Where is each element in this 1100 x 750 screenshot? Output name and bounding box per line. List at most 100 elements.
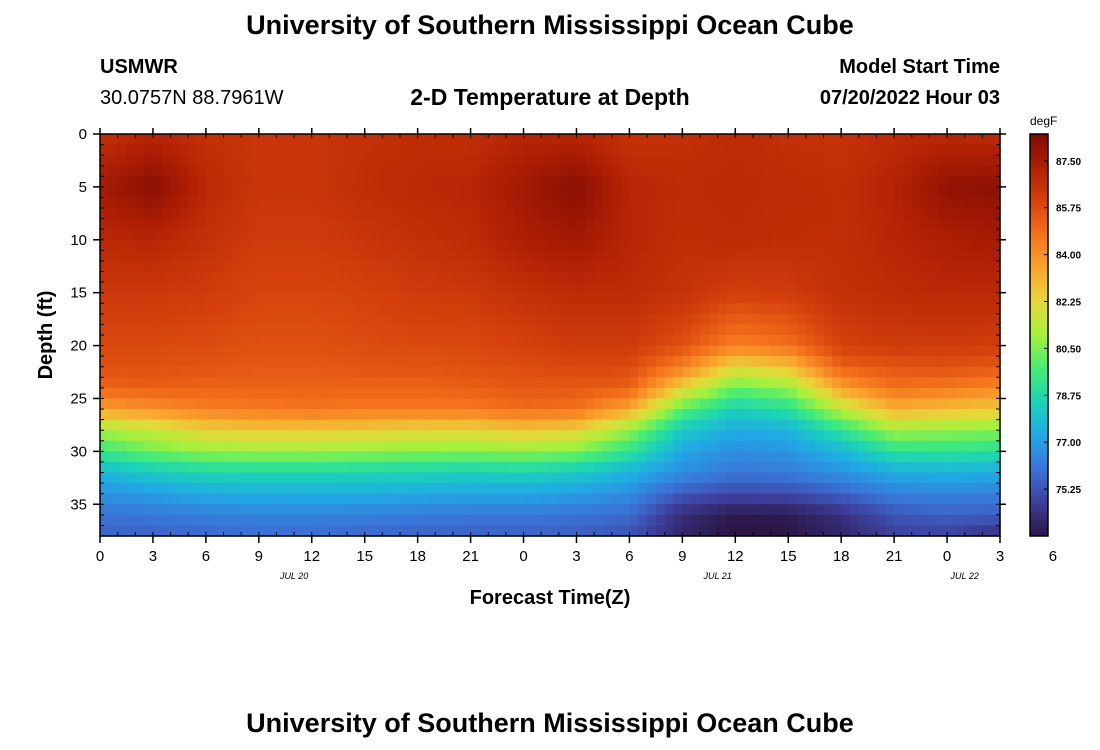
heatmap-cell bbox=[135, 197, 145, 209]
heatmap-cell bbox=[955, 176, 966, 188]
heatmap-cell bbox=[338, 335, 348, 347]
heatmap-cell bbox=[576, 356, 586, 368]
heatmap-cell bbox=[655, 387, 666, 400]
heatmap-cell bbox=[514, 525, 525, 537]
heatmap-cell bbox=[567, 493, 578, 505]
heatmap-cell bbox=[541, 356, 551, 368]
heatmap-cell bbox=[594, 218, 604, 230]
heatmap-cell bbox=[761, 430, 772, 442]
heatmap-cell bbox=[135, 440, 145, 452]
heatmap-cell bbox=[761, 271, 772, 283]
heatmap-cell bbox=[285, 239, 295, 251]
heatmap-cell bbox=[947, 377, 957, 389]
heatmap-cell bbox=[585, 483, 595, 495]
heatmap-cell bbox=[152, 387, 163, 400]
heatmap-cell bbox=[973, 197, 983, 209]
heatmap-cell bbox=[938, 525, 948, 537]
heatmap-cell bbox=[744, 493, 754, 505]
heatmap-cell bbox=[558, 398, 569, 410]
heatmap-cell bbox=[673, 260, 683, 273]
heatmap-cell bbox=[523, 250, 533, 262]
heatmap-cell bbox=[929, 324, 939, 336]
heatmap-cell bbox=[982, 208, 992, 220]
heatmap-cell bbox=[832, 493, 842, 505]
heatmap-cell bbox=[232, 451, 242, 463]
heatmap-cell bbox=[752, 472, 763, 484]
heatmap-cell bbox=[620, 440, 631, 452]
heatmap-cell bbox=[638, 260, 648, 273]
heatmap-cell bbox=[267, 419, 278, 431]
heatmap-cell bbox=[602, 250, 613, 262]
heatmap-cell bbox=[620, 208, 631, 220]
heatmap-cell bbox=[417, 218, 428, 230]
heatmap-cell bbox=[567, 250, 578, 262]
heatmap-cell bbox=[117, 461, 128, 474]
heatmap-cell bbox=[135, 409, 145, 421]
heatmap-cell bbox=[347, 239, 357, 251]
heatmap-cell bbox=[982, 313, 992, 326]
heatmap-cell bbox=[541, 525, 551, 537]
heatmap-cell bbox=[100, 461, 110, 474]
heatmap-cell bbox=[514, 514, 525, 527]
heatmap-cell bbox=[267, 377, 278, 389]
heatmap-cell bbox=[214, 250, 225, 262]
heatmap-cell bbox=[779, 155, 789, 167]
heatmap-cell bbox=[541, 260, 551, 273]
heatmap-cell bbox=[594, 377, 604, 389]
heatmap-cell bbox=[964, 335, 975, 347]
heatmap-cell bbox=[391, 440, 401, 452]
heatmap-cell bbox=[805, 303, 816, 315]
heatmap-cell bbox=[188, 229, 198, 241]
heatmap-cell bbox=[117, 282, 128, 294]
heatmap-cell bbox=[488, 345, 498, 357]
heatmap-cell bbox=[488, 409, 498, 421]
heatmap-cell bbox=[479, 493, 489, 505]
heatmap-cell bbox=[735, 250, 745, 262]
heatmap-cell bbox=[232, 260, 242, 273]
heatmap-cell bbox=[770, 451, 781, 463]
heatmap-cell bbox=[241, 377, 251, 389]
heatmap-cell bbox=[320, 440, 331, 452]
heatmap-cell bbox=[797, 271, 807, 283]
heatmap-cell bbox=[276, 197, 286, 209]
heatmap-cell bbox=[320, 282, 331, 294]
heatmap-cell bbox=[973, 440, 983, 452]
heatmap-cell bbox=[250, 303, 260, 315]
heatmap-cell bbox=[320, 186, 331, 199]
heatmap-cell bbox=[311, 250, 322, 262]
heatmap-cell bbox=[647, 165, 657, 177]
heatmap-cell bbox=[779, 472, 789, 484]
heatmap-cell bbox=[770, 155, 781, 167]
heatmap-cell bbox=[232, 345, 242, 357]
heatmap-cell bbox=[920, 472, 931, 484]
heatmap-cell bbox=[152, 356, 163, 368]
heatmap-cell bbox=[594, 398, 604, 410]
heatmap-cell bbox=[647, 313, 657, 326]
heatmap-cell bbox=[955, 345, 966, 357]
heatmap-cell bbox=[188, 186, 198, 199]
heatmap-cell bbox=[241, 514, 251, 527]
heatmap-cell bbox=[682, 229, 692, 241]
x-tick-label: 21 bbox=[462, 548, 479, 565]
heatmap-cell bbox=[179, 176, 189, 188]
heatmap-cell bbox=[170, 504, 181, 516]
heatmap-cell bbox=[788, 218, 798, 230]
heatmap-cell bbox=[752, 430, 763, 442]
heatmap-cell bbox=[788, 292, 798, 304]
heatmap-cell bbox=[841, 176, 851, 188]
heatmap-cell bbox=[400, 155, 410, 167]
heatmap-cell bbox=[576, 461, 586, 474]
heatmap-cell bbox=[541, 271, 551, 283]
heatmap-cell bbox=[876, 493, 886, 505]
heatmap-cell bbox=[744, 461, 754, 474]
heatmap-cell bbox=[426, 356, 436, 368]
heatmap-cell bbox=[717, 483, 728, 495]
heatmap-cell bbox=[514, 398, 525, 410]
heatmap-cell bbox=[373, 282, 383, 294]
heatmap-cell bbox=[611, 335, 622, 347]
heatmap-cell bbox=[938, 461, 948, 474]
heatmap-cell bbox=[408, 419, 419, 431]
heatmap-cell bbox=[911, 419, 922, 431]
heatmap-cell bbox=[250, 356, 260, 368]
heatmap-cell bbox=[805, 398, 816, 410]
